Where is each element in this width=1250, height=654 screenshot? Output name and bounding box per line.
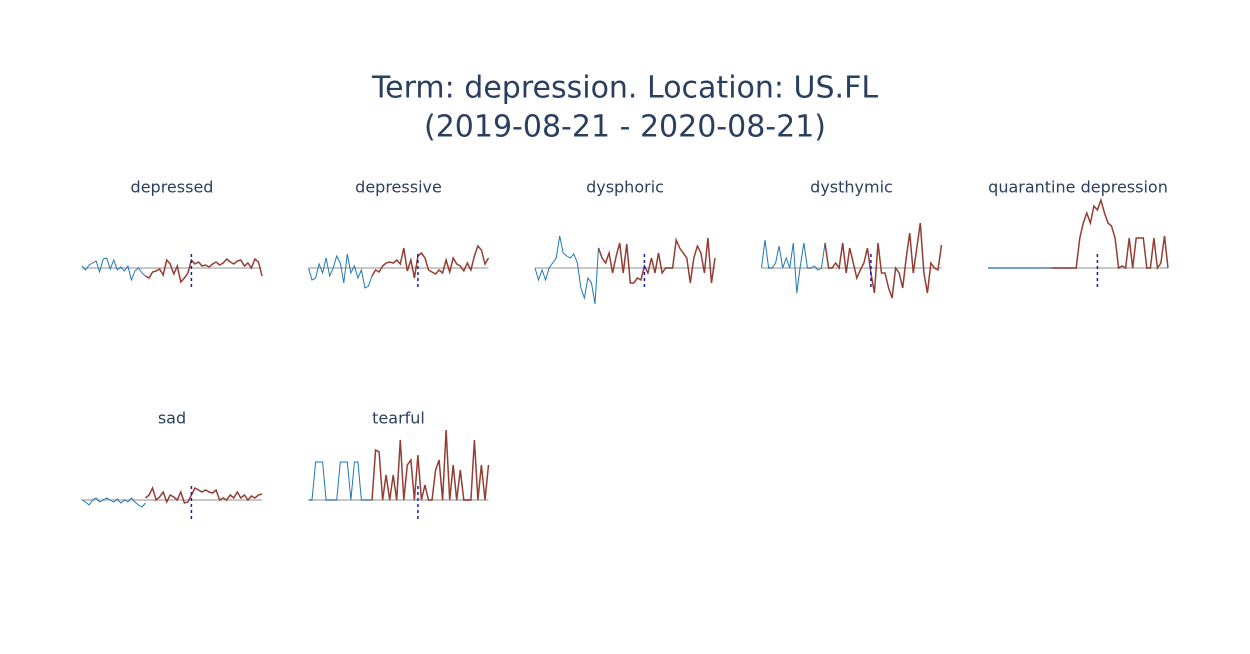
subplot-title: dysphoric	[586, 178, 664, 197]
series-line	[145, 257, 263, 284]
chart-title: Term: depression. Location: US.FL	[371, 71, 878, 106]
series-line	[824, 222, 943, 299]
subplot-title: tearful	[372, 409, 425, 428]
series-line	[371, 429, 490, 501]
series-line	[597, 237, 716, 284]
series-line	[81, 497, 146, 508]
series-line	[145, 485, 263, 504]
chart-subtitle: (2019-08-21 - 2020-08-21)	[424, 110, 826, 145]
subplot-title: depressive	[355, 178, 442, 197]
series-line	[308, 253, 373, 289]
series-line	[761, 239, 826, 294]
series-line	[1051, 197, 1169, 271]
subplot-title: quarantine depression	[988, 178, 1168, 197]
subplot-title: dysthymic	[810, 178, 893, 197]
subplot-title: sad	[158, 409, 186, 428]
subplot-title: depressed	[131, 178, 214, 197]
series-line	[81, 257, 146, 282]
series-line	[534, 235, 599, 305]
series-line	[308, 461, 372, 501]
series-line	[371, 244, 490, 279]
